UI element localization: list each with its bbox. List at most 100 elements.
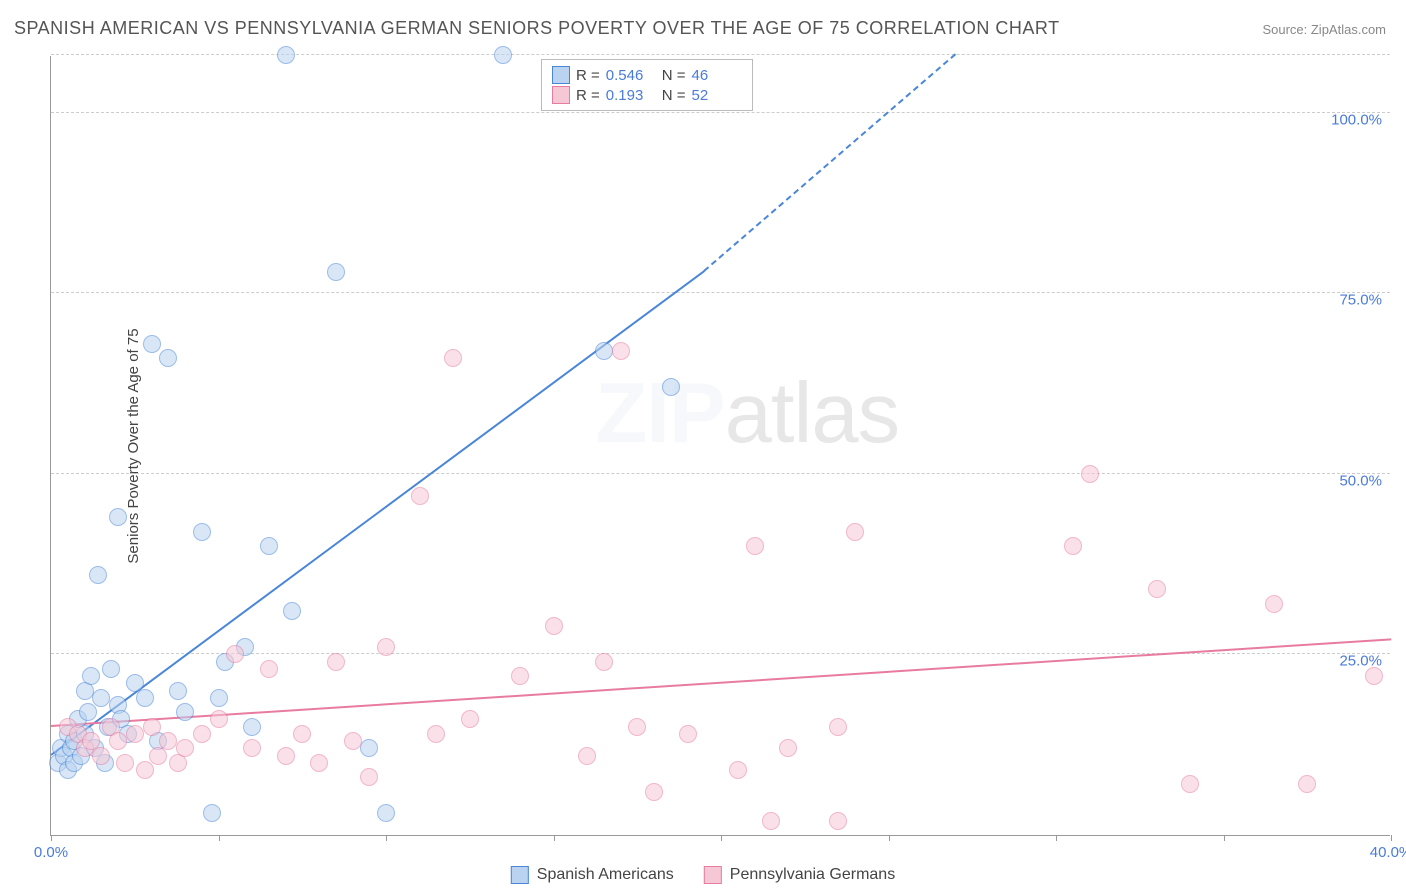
data-point <box>283 602 301 620</box>
data-point <box>1365 667 1383 685</box>
data-point <box>511 667 529 685</box>
data-point <box>102 660 120 678</box>
data-point <box>1181 775 1199 793</box>
data-point <box>109 508 127 526</box>
gridline <box>51 653 1390 654</box>
data-point <box>243 718 261 736</box>
data-point <box>92 747 110 765</box>
data-point <box>1064 537 1082 555</box>
chart-title: SPANISH AMERICAN VS PENNSYLVANIA GERMAN … <box>14 18 1060 39</box>
data-point <box>360 739 378 757</box>
data-point <box>243 739 261 757</box>
data-point <box>277 747 295 765</box>
x-tick <box>51 835 52 841</box>
data-point <box>746 537 764 555</box>
gridline <box>51 54 1390 55</box>
data-point <box>293 725 311 743</box>
data-point <box>109 732 127 750</box>
x-tick <box>889 835 890 841</box>
y-tick-label: 50.0% <box>1339 472 1382 489</box>
swatch-series-2 <box>704 866 722 884</box>
data-point <box>444 349 462 367</box>
data-point <box>779 739 797 757</box>
data-point <box>327 653 345 671</box>
data-point <box>143 335 161 353</box>
data-point <box>193 725 211 743</box>
data-point <box>595 342 613 360</box>
data-point <box>169 682 187 700</box>
data-point <box>377 804 395 822</box>
legend-row-series-2: R = 0.193 N = 52 <box>552 86 742 104</box>
data-point <box>628 718 646 736</box>
data-point <box>82 667 100 685</box>
data-point <box>612 342 630 360</box>
data-point <box>89 566 107 584</box>
y-tick-label: 100.0% <box>1331 111 1382 128</box>
data-point <box>645 783 663 801</box>
data-point <box>159 732 177 750</box>
source-label: Source: ZipAtlas.com <box>1262 22 1386 37</box>
data-point <box>143 718 161 736</box>
data-point <box>193 523 211 541</box>
data-point <box>260 537 278 555</box>
data-point <box>310 754 328 772</box>
data-point <box>277 46 295 64</box>
data-point <box>327 263 345 281</box>
data-point <box>829 718 847 736</box>
y-tick-label: 75.0% <box>1339 292 1382 309</box>
data-point <box>829 812 847 830</box>
gridline <box>51 292 1390 293</box>
data-point <box>662 378 680 396</box>
x-tick <box>219 835 220 841</box>
data-point <box>260 660 278 678</box>
x-tick <box>554 835 555 841</box>
data-point <box>461 710 479 728</box>
x-tick <box>721 835 722 841</box>
data-point <box>136 689 154 707</box>
x-tick-label: 40.0% <box>1370 844 1406 861</box>
data-point <box>92 689 110 707</box>
data-point <box>1298 775 1316 793</box>
data-point <box>762 812 780 830</box>
data-point <box>411 487 429 505</box>
data-point <box>377 638 395 656</box>
gridline <box>51 473 1390 474</box>
watermark: ZIPatlas <box>595 365 899 463</box>
data-point <box>79 703 97 721</box>
data-point <box>176 703 194 721</box>
data-point <box>136 761 154 779</box>
data-point <box>344 732 362 750</box>
x-tick-label: 0.0% <box>34 844 68 861</box>
data-point <box>126 725 144 743</box>
scatter-plot-area: ZIPatlas R = 0.546 N = 46 R = 0.193 N = … <box>50 56 1390 836</box>
data-point <box>494 46 512 64</box>
x-tick <box>1224 835 1225 841</box>
data-point <box>210 710 228 728</box>
swatch-series-1 <box>511 866 529 884</box>
data-point <box>846 523 864 541</box>
gridline <box>51 112 1390 113</box>
data-point <box>1265 595 1283 613</box>
data-point <box>360 768 378 786</box>
legend-item-series-1: Spanish Americans <box>511 866 674 884</box>
x-tick <box>386 835 387 841</box>
data-point <box>595 653 613 671</box>
swatch-series-2 <box>552 86 570 104</box>
data-point <box>226 645 244 663</box>
data-point <box>159 349 177 367</box>
x-tick <box>1391 835 1392 841</box>
data-point <box>1081 465 1099 483</box>
x-tick <box>1056 835 1057 841</box>
data-point <box>116 754 134 772</box>
series-legend: Spanish Americans Pennsylvania Germans <box>511 866 895 884</box>
data-point <box>1148 580 1166 598</box>
correlation-legend: R = 0.546 N = 46 R = 0.193 N = 52 <box>541 59 753 111</box>
data-point <box>545 617 563 635</box>
data-point <box>176 739 194 757</box>
data-point <box>203 804 221 822</box>
data-point <box>679 725 697 743</box>
data-point <box>578 747 596 765</box>
data-point <box>729 761 747 779</box>
data-point <box>210 689 228 707</box>
legend-item-series-2: Pennsylvania Germans <box>704 866 895 884</box>
